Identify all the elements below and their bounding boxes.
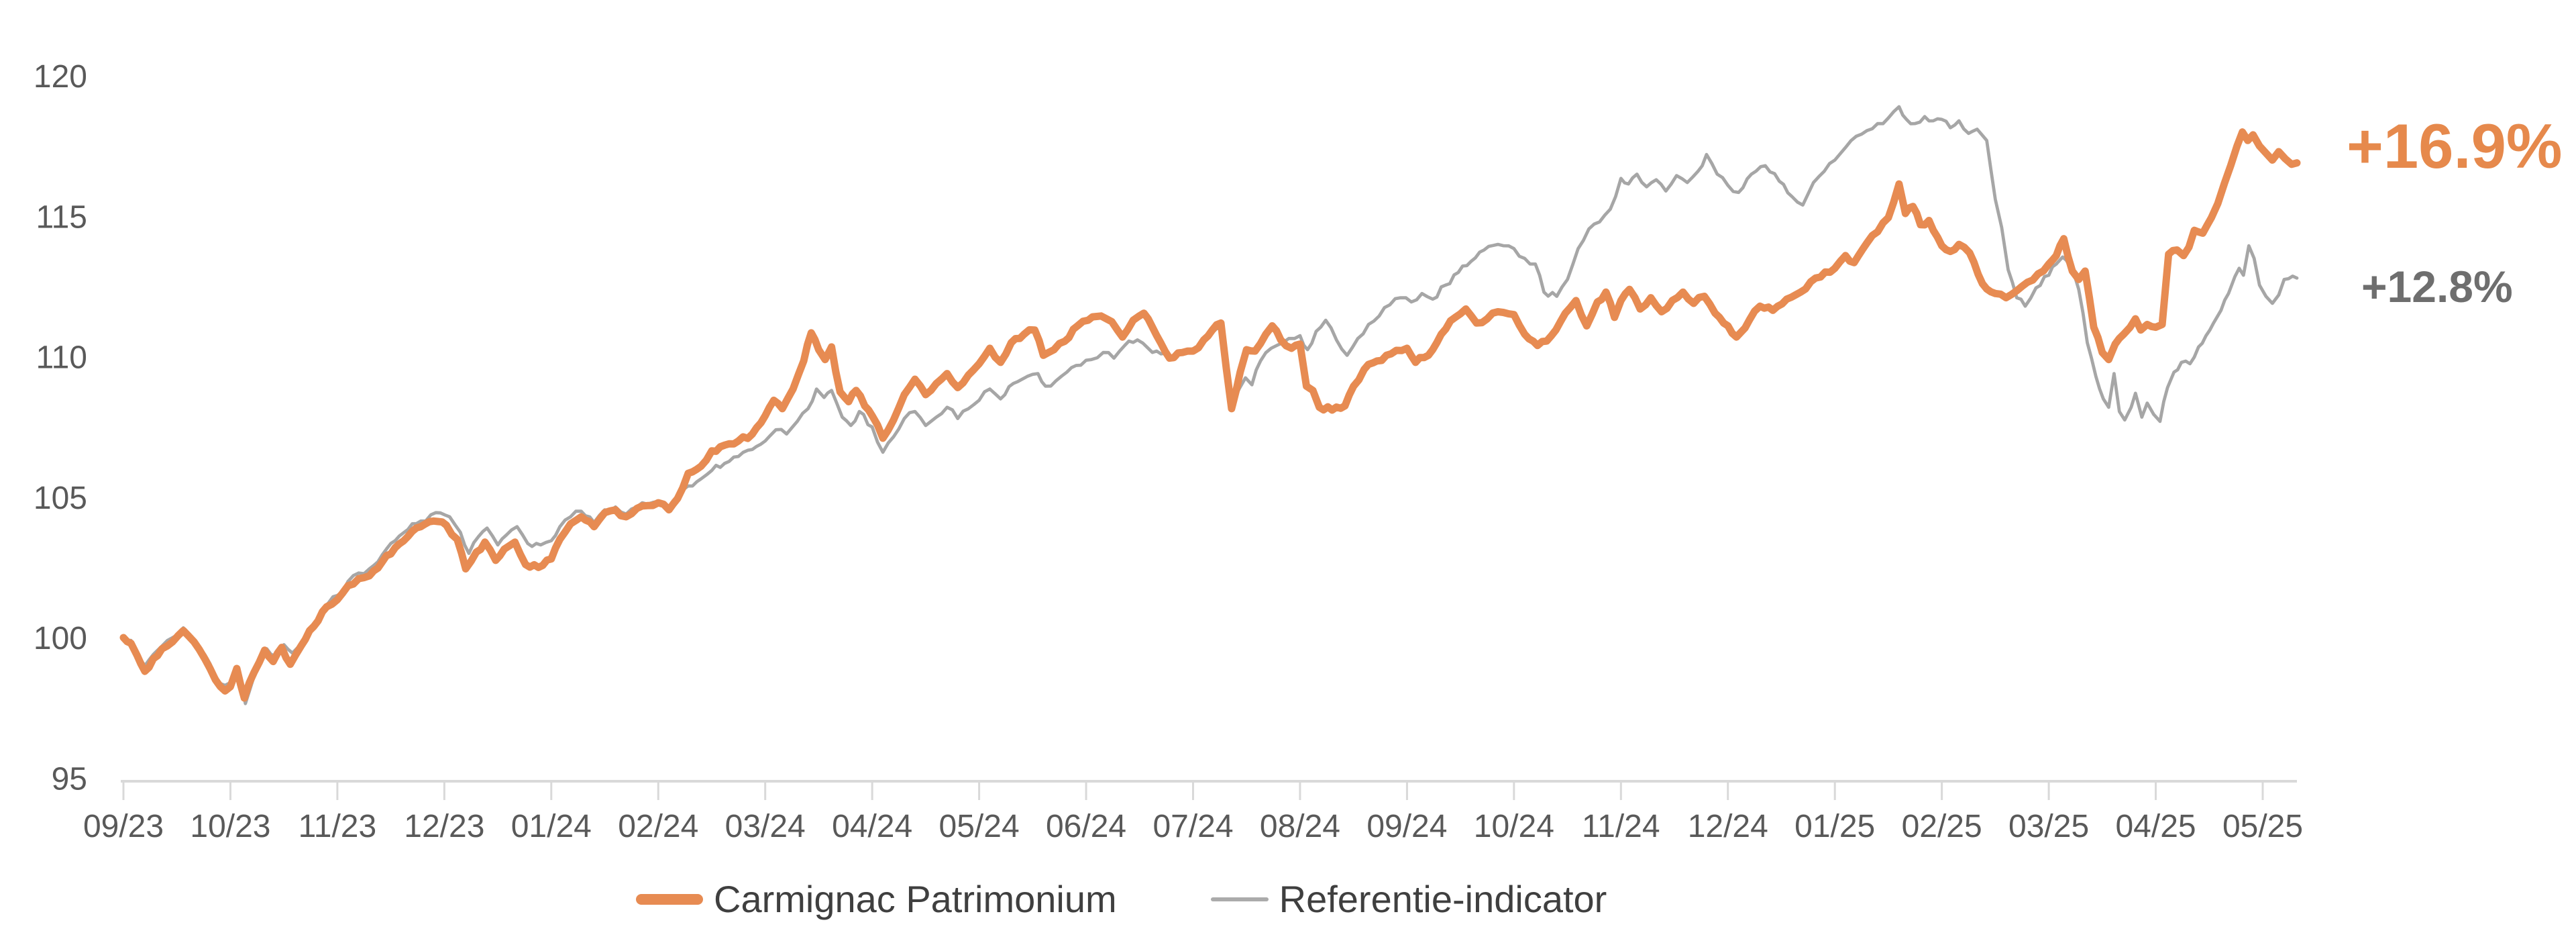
x-tick-label: 10/23 (190, 809, 270, 844)
x-tick-label: 02/24 (618, 809, 698, 844)
x-tick-label: 06/24 (1046, 809, 1126, 844)
y-tick-label: 95 (52, 761, 87, 797)
x-axis-labels: 09/23 10/23 11/23 12/23 01/24 02/24 03/24 04/24… (83, 809, 2303, 844)
x-tick-label: 11/24 (1582, 809, 1660, 844)
x-tick-label: 04/24 (832, 809, 912, 844)
x-tick-label: 01/24 (511, 809, 592, 844)
legend-item-fund[interactable]: Carmignac Patrimonium (636, 881, 1117, 918)
x-tick-label: 08/24 (1260, 809, 1340, 844)
y-tick-label: 105 (34, 481, 87, 516)
x-tick-label: 11/23 (299, 809, 377, 844)
x-tick-label: 01/25 (1794, 809, 1875, 844)
x-tick-label: 12/23 (404, 809, 484, 844)
x-tick-label: 03/25 (2008, 809, 2089, 844)
x-tick-label: 05/24 (939, 809, 1020, 844)
x-tick-label: 07/24 (1152, 809, 1233, 844)
y-tick-label: 120 (34, 59, 87, 95)
y-axis-labels: 95 100 105 110 115 120 (34, 59, 87, 797)
y-tick-label: 110 (36, 340, 87, 376)
y-tick-label: 100 (34, 621, 87, 656)
x-tick-label: 02/25 (1902, 809, 1982, 844)
x-tick-label: 10/24 (1474, 809, 1554, 844)
x-tick-label: 04/25 (2115, 809, 2196, 844)
fund-line-swatch (636, 894, 703, 905)
x-tick-label: 09/24 (1366, 809, 1447, 844)
chart-legend: Carmignac Patrimonium Referentie-indicat… (636, 878, 1607, 921)
index-line-swatch (1210, 897, 1269, 901)
legend-item-index[interactable]: Referentie-indicator (1210, 878, 1607, 920)
x-tick-label: 12/24 (1688, 809, 1768, 844)
x-tick-label: 03/24 (725, 809, 806, 844)
line-referentie-indicator (121, 105, 2299, 705)
fund-return-label: +16.9% (2347, 111, 2563, 181)
y-tick-label: 115 (36, 199, 87, 235)
index-return-label: +12.8% (2361, 262, 2513, 311)
x-tick-label: 09/23 (83, 809, 164, 844)
legend-label-fund: Carmignac Patrimonium (714, 878, 1117, 920)
legend-label-index: Referentie-indicator (1279, 878, 1607, 920)
series-lines (119, 105, 2301, 705)
x-axis (121, 780, 2297, 800)
line-carmignac-patrimonium (119, 128, 2301, 702)
x-tick-label: 05/25 (2222, 809, 2303, 844)
